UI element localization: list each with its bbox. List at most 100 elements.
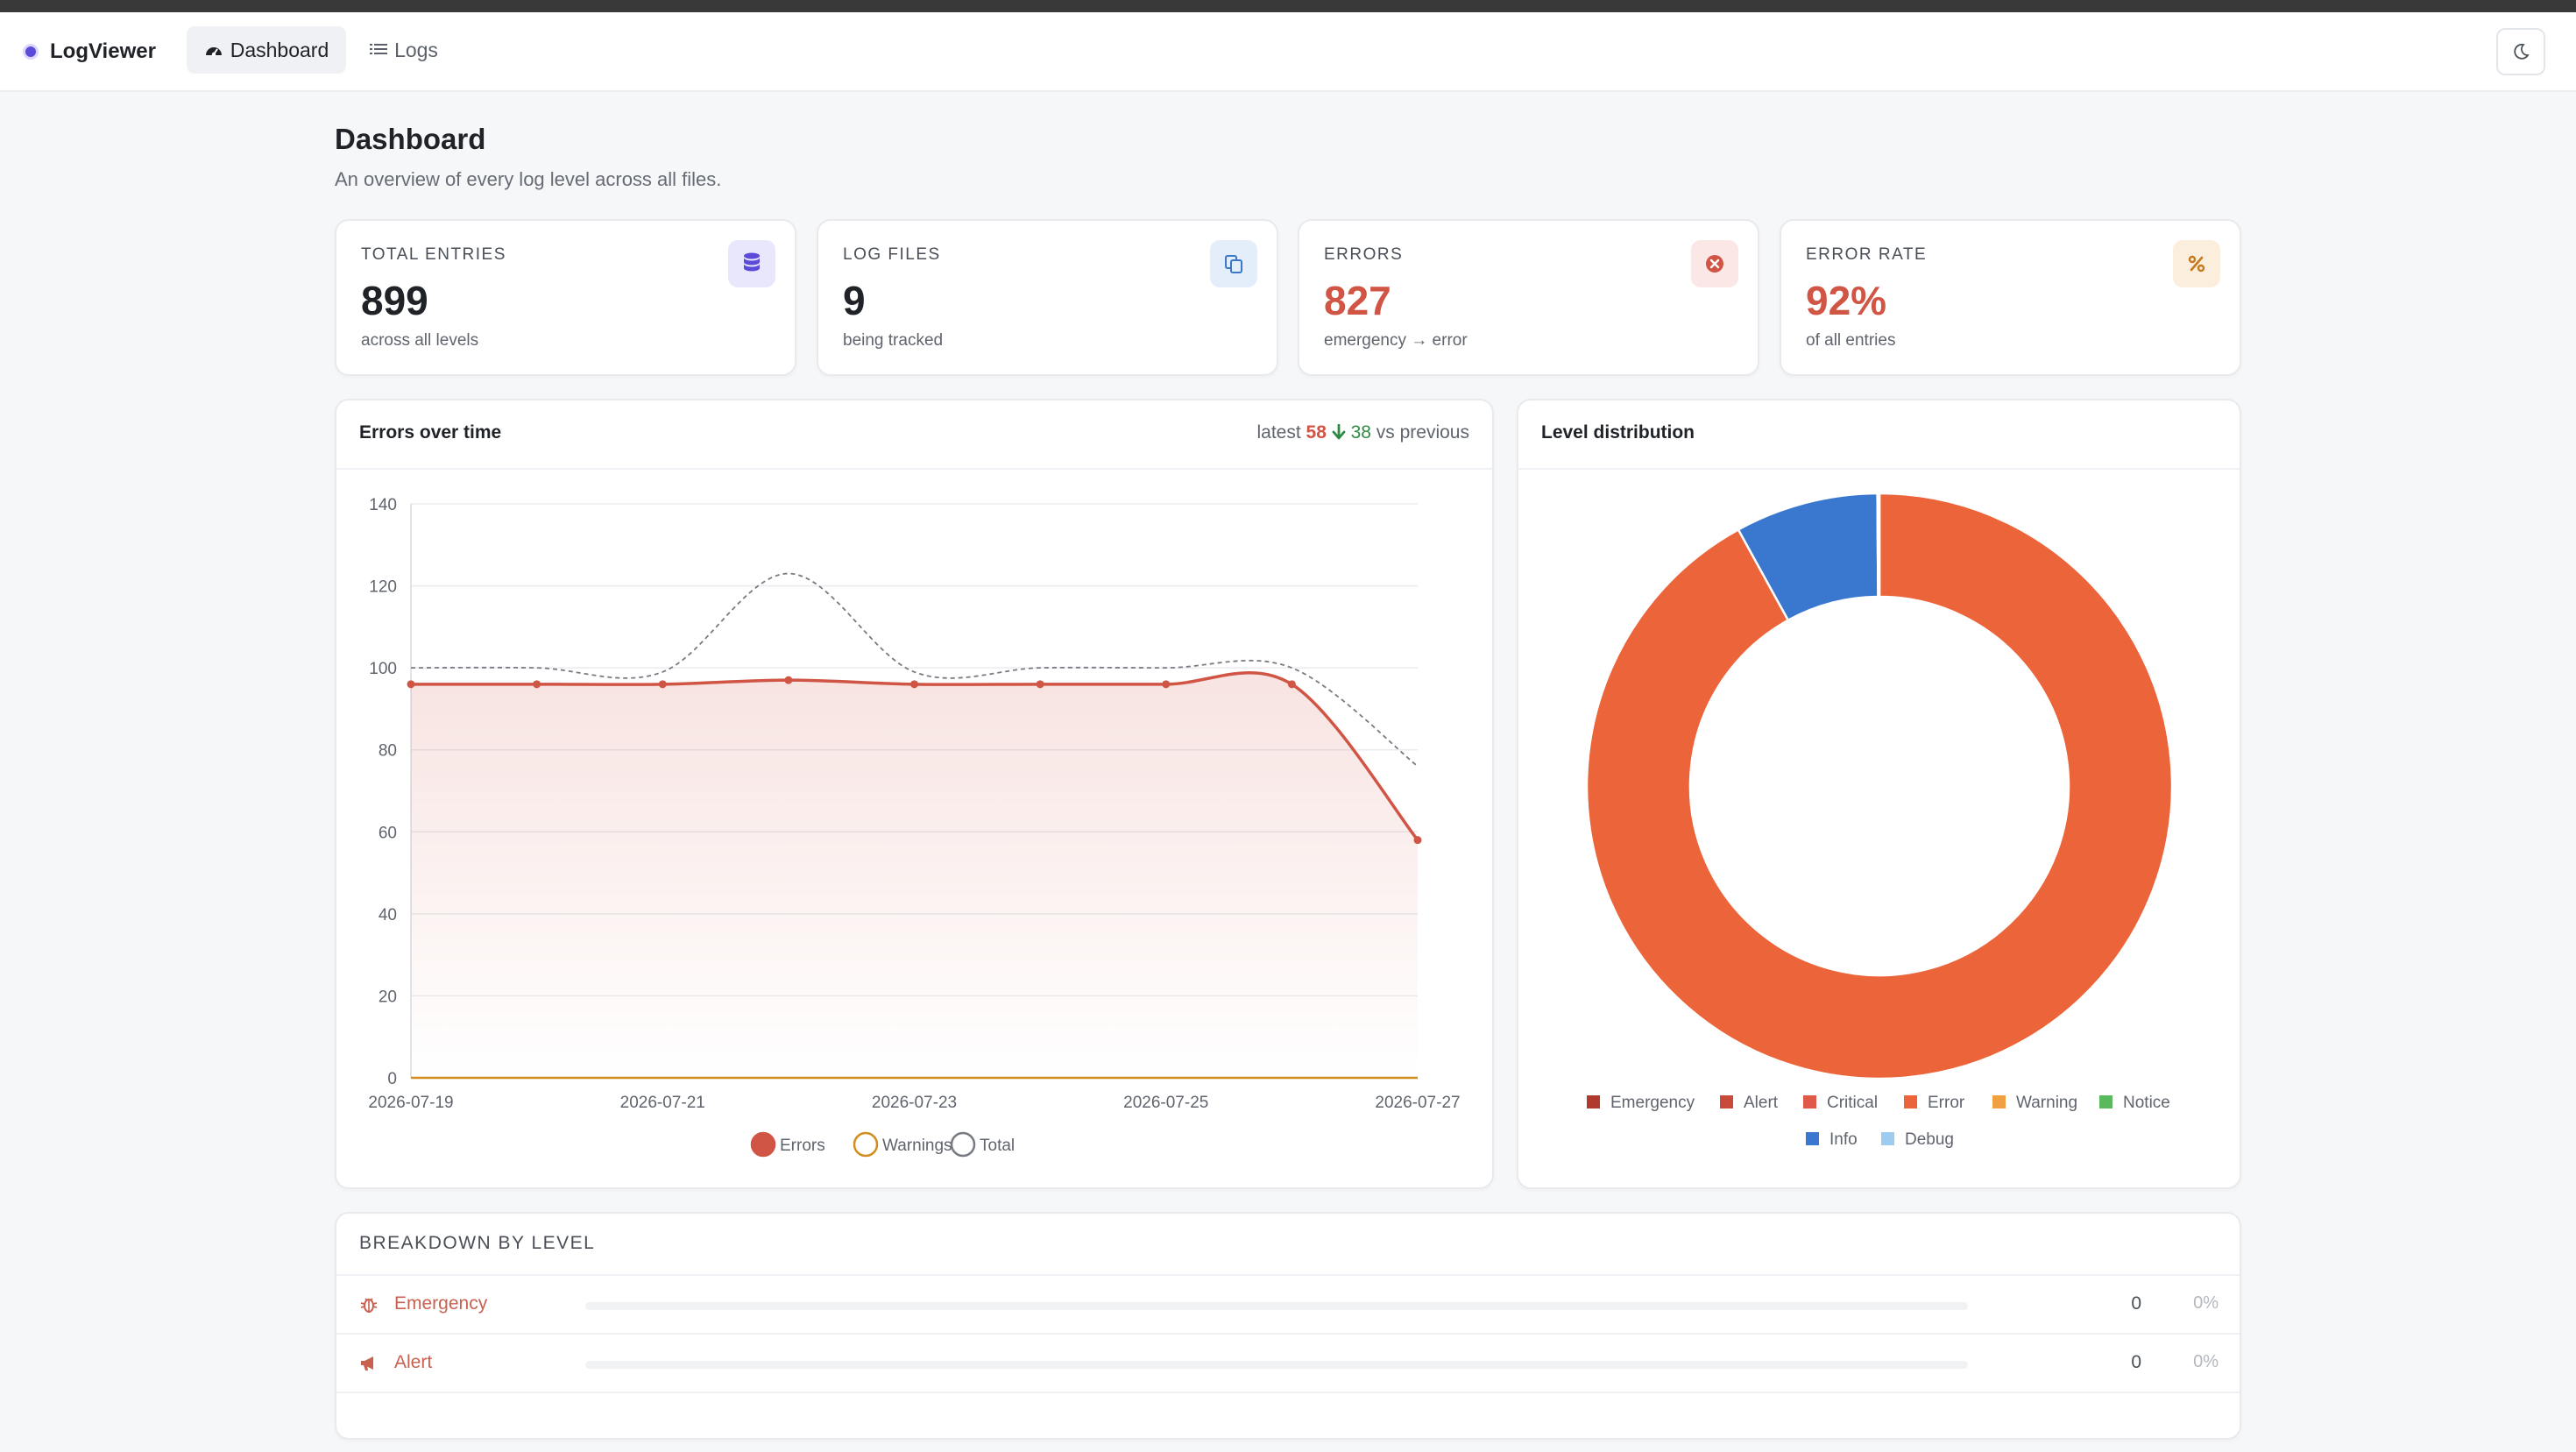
x-tick-label: 2026-07-27 [1375,1094,1460,1112]
level-distribution-panel: Level distribution Emergency Alert Critica… [1517,399,2241,1189]
x-circle-icon [1691,240,1738,287]
panel-header: Level distribution [1518,400,2240,470]
x-tick-label: 2026-07-19 [368,1094,453,1112]
x-tick-label: 2026-07-23 [872,1094,957,1112]
errors-point [910,680,918,689]
stat-card-errors: ERRORS 827 emergency → error [1298,219,1759,376]
x-tick-label: 2026-07-21 [620,1094,705,1112]
errors-line-chart: 0 20 40 60 80 100 120 140 2026-07-19 2026-07-21 20… [368,496,1461,1158]
bug-icon [360,1298,378,1313]
latest-summary: latest 58 38 vs previous [1256,422,1469,443]
errors-point [1036,680,1044,689]
nav-logs-label: Logs [394,38,438,61]
legend-swatch [2099,1095,2112,1108]
donut-slice-debug [1876,492,1881,599]
breakdown-bar [585,1302,1968,1310]
nav-dashboard-label: Dashboard [230,38,329,61]
y-tick-label: 0 [387,1070,397,1088]
legend-label: Error [1928,1094,1965,1112]
legend-swatch [1806,1132,1819,1145]
errors-point [1287,680,1296,689]
y-tick-label: 80 [379,742,397,761]
stat-label: LOG FILES [843,245,941,264]
delta-value: 38 [1350,422,1371,443]
legend-swatch [1587,1095,1600,1108]
x-tick-label: 2026-07-25 [1123,1094,1208,1112]
page-title: Dashboard [335,123,486,155]
legend-label: Critical [1827,1094,1878,1112]
y-tick-label: 60 [379,824,397,842]
legend-label: Warnings [882,1137,952,1155]
legend-swatch [1904,1095,1917,1108]
stat-note: across all levels [361,331,479,350]
errors-point [784,676,793,684]
legend-marker [950,1131,976,1158]
arrow-down-icon [1332,423,1346,440]
stat-note: being tracked [843,331,944,350]
level-donut-chart: Emergency Alert Critical Error Warning Notice… [1585,492,2174,1149]
stat-note: emergency → error [1324,331,1468,350]
megaphone-icon [361,1356,373,1371]
breakdown-bar [585,1361,1968,1369]
files-icon [1210,240,1257,287]
donut-slice-error [1585,492,2174,1080]
nav-logs-tab[interactable]: Logs [364,26,443,74]
breakdown-count: 0 [2131,1293,2141,1314]
stat-label: ERRORS [1324,245,1404,264]
breakdown-label: Alert [394,1352,433,1372]
legend-marker [853,1131,879,1158]
panel-header: Errors over time latest 58 38 vs previou… [336,400,1492,470]
theme-toggle-button[interactable] [2496,28,2545,75]
legend-label: Emergency [1610,1094,1695,1112]
y-tick-label: 140 [369,496,397,514]
top-navbar: LogViewer Dashboard Logs [0,12,2576,92]
stat-label: TOTAL ENTRIES [361,245,506,264]
legend-label: Warning [2016,1094,2077,1112]
errors-point [533,680,541,689]
legend-label: Debug [1905,1130,1954,1149]
panel-title: Level distribution [1541,422,1695,443]
brand-name: LogViewer [50,39,156,63]
y-tick-label: 100 [369,660,397,678]
breakdown-percent: 0% [2193,1352,2219,1371]
series-line-total [410,572,1419,768]
errors-point [407,680,415,689]
delta-suffix: vs previous [1376,422,1469,443]
legend-swatch [1992,1095,2006,1108]
gauge-icon [205,47,222,57]
y-tick-label: 120 [369,578,397,597]
latest-value: 58 [1306,422,1327,443]
page-subtitle: An overview of every log level across al… [335,168,722,190]
database-icon [728,240,775,287]
stat-card-error-rate: ERROR RATE 92% of all entries [1780,219,2241,376]
breakdown-row[interactable]: Emergency 0 0% [336,1274,2240,1335]
errors-point [658,680,667,689]
legend-swatch [1803,1095,1816,1108]
breakdown-row-partial [336,1392,2240,1452]
latest-prefix: latest [1256,422,1301,443]
errors-over-time-panel: Errors over time latest 58 38 vs previou… [335,399,1494,1189]
errors-area [411,672,1418,1078]
breakdown-label: Emergency [394,1293,488,1314]
stat-value: 92% [1806,278,1887,323]
legend-label: Notice [2123,1094,2170,1112]
legend-label: Total [980,1137,1015,1155]
list-icon [370,44,388,54]
stat-note: of all entries [1806,331,1896,350]
brand-logo-icon [23,44,39,60]
stat-value: 899 [361,278,428,323]
nav-dashboard-tab[interactable]: Dashboard [187,26,346,74]
breakdown-row[interactable]: Alert 0 0% [336,1333,2240,1393]
breakdown-panel: BREAKDOWN BY LEVEL Emergency 0 0% Alert … [335,1212,2241,1440]
y-tick-label: 40 [379,906,397,924]
stat-card-total-entries: TOTAL ENTRIES 899 across all levels [335,219,796,376]
legend-label: Info [1829,1130,1858,1149]
panel-title: Errors over time [359,422,502,443]
window-top-strip [0,0,2576,12]
legend-marker [750,1131,776,1158]
breakdown-title: BREAKDOWN BY LEVEL [359,1233,596,1253]
brand[interactable]: LogViewer [23,39,156,65]
legend-swatch [1720,1095,1733,1108]
percent-icon [2173,240,2220,287]
stat-card-log-files: LOG FILES 9 being tracked [817,219,1278,376]
